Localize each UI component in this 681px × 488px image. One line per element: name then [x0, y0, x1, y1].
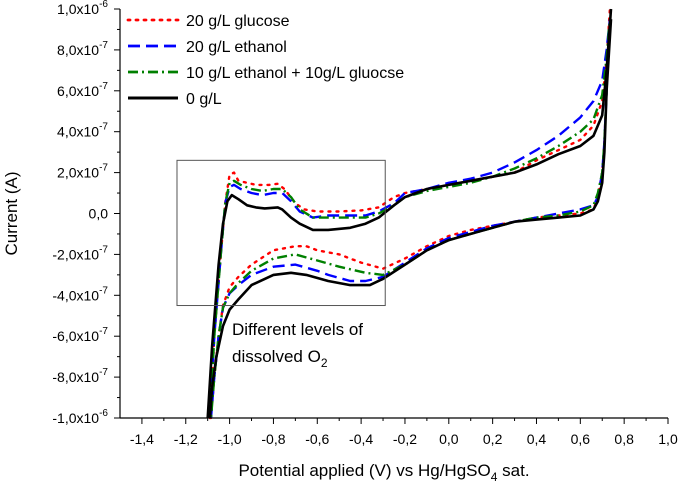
annotation-box [176, 159, 386, 307]
series-line-4-forward [206, 8, 613, 419]
x-axis-title-sub: 4 [491, 470, 498, 484]
x-tick-label: -0,8 [261, 431, 285, 447]
y-tick-label: -1,0x10-6 [52, 408, 108, 426]
x-tick-label: 0,8 [614, 431, 634, 447]
y-tick-label: 4,0x10-7 [57, 122, 108, 140]
x-tick-label: 1,0 [658, 431, 678, 447]
y-tick-label: 0,0 [89, 206, 109, 222]
series-line-2-forward [208, 19, 612, 419]
x-tick-label: 0,0 [439, 431, 459, 447]
y-tick-label: 6,0x10-7 [57, 81, 108, 99]
series-line-3-forward [208, 19, 612, 419]
y-tick-label: -2,0x10-7 [52, 244, 108, 262]
y-tick-label: 2,0x10-7 [57, 163, 108, 181]
legend-label-4: 0 g/L [186, 91, 222, 108]
x-tick-label: -1,4 [130, 431, 154, 447]
y-tick-label: 1,0x10-6 [57, 0, 108, 17]
x-tick-label: -0,2 [393, 431, 417, 447]
y-tick-label: -6,0x10-7 [52, 326, 108, 344]
annotation-text-line1: Different levels of [232, 320, 363, 339]
x-tick-label: 0,4 [527, 431, 547, 447]
legend-label-2: 20 g/L ethanol [186, 39, 287, 56]
x-axis-title-main: Potential applied (V) vs Hg/HgSO [238, 461, 490, 480]
series-line-1-forward [208, 7, 612, 420]
y-tick-label: -4,0x10-7 [52, 285, 108, 303]
x-axis-title-tail: sat. [497, 461, 529, 480]
annotation-text-line2: dissolved O2 [232, 347, 328, 370]
axes: -1,4 -1,2 -1,0 -0,8 -0,6 -0,4 -0,2 0,0 0,2 0,4 0,6… [52, 0, 678, 447]
y-axis-title: Current (A) [2, 171, 21, 255]
x-tick-label: -1,0 [218, 431, 242, 447]
x-tick-label: -0,4 [349, 431, 373, 447]
legend: 20 g/L glucose 20 g/L ethanol 10 g/L ethan… [126, 13, 404, 108]
legend-label-3: 10 g/L ethanol + 10g/L gluocse [186, 65, 404, 82]
x-tick-label: 0,6 [571, 431, 591, 447]
x-axis-title: Potential applied (V) vs Hg/HgSO4 sat. [238, 461, 529, 484]
x-tick-label: 0,2 [483, 431, 503, 447]
series-layer [206, 7, 613, 420]
x-tick-label: -1,2 [174, 431, 198, 447]
annotation-text-line2-main: dissolved O [232, 347, 321, 366]
annotation-text-line2-sub: 2 [321, 356, 328, 370]
x-tick-label: -0,6 [305, 431, 329, 447]
y-tick-label: 8,0x10-7 [57, 40, 108, 58]
y-tick-label: -8,0x10-7 [52, 367, 108, 385]
series-line-4-reverse [208, 19, 613, 419]
legend-label-1: 20 g/L glucose [186, 13, 290, 30]
